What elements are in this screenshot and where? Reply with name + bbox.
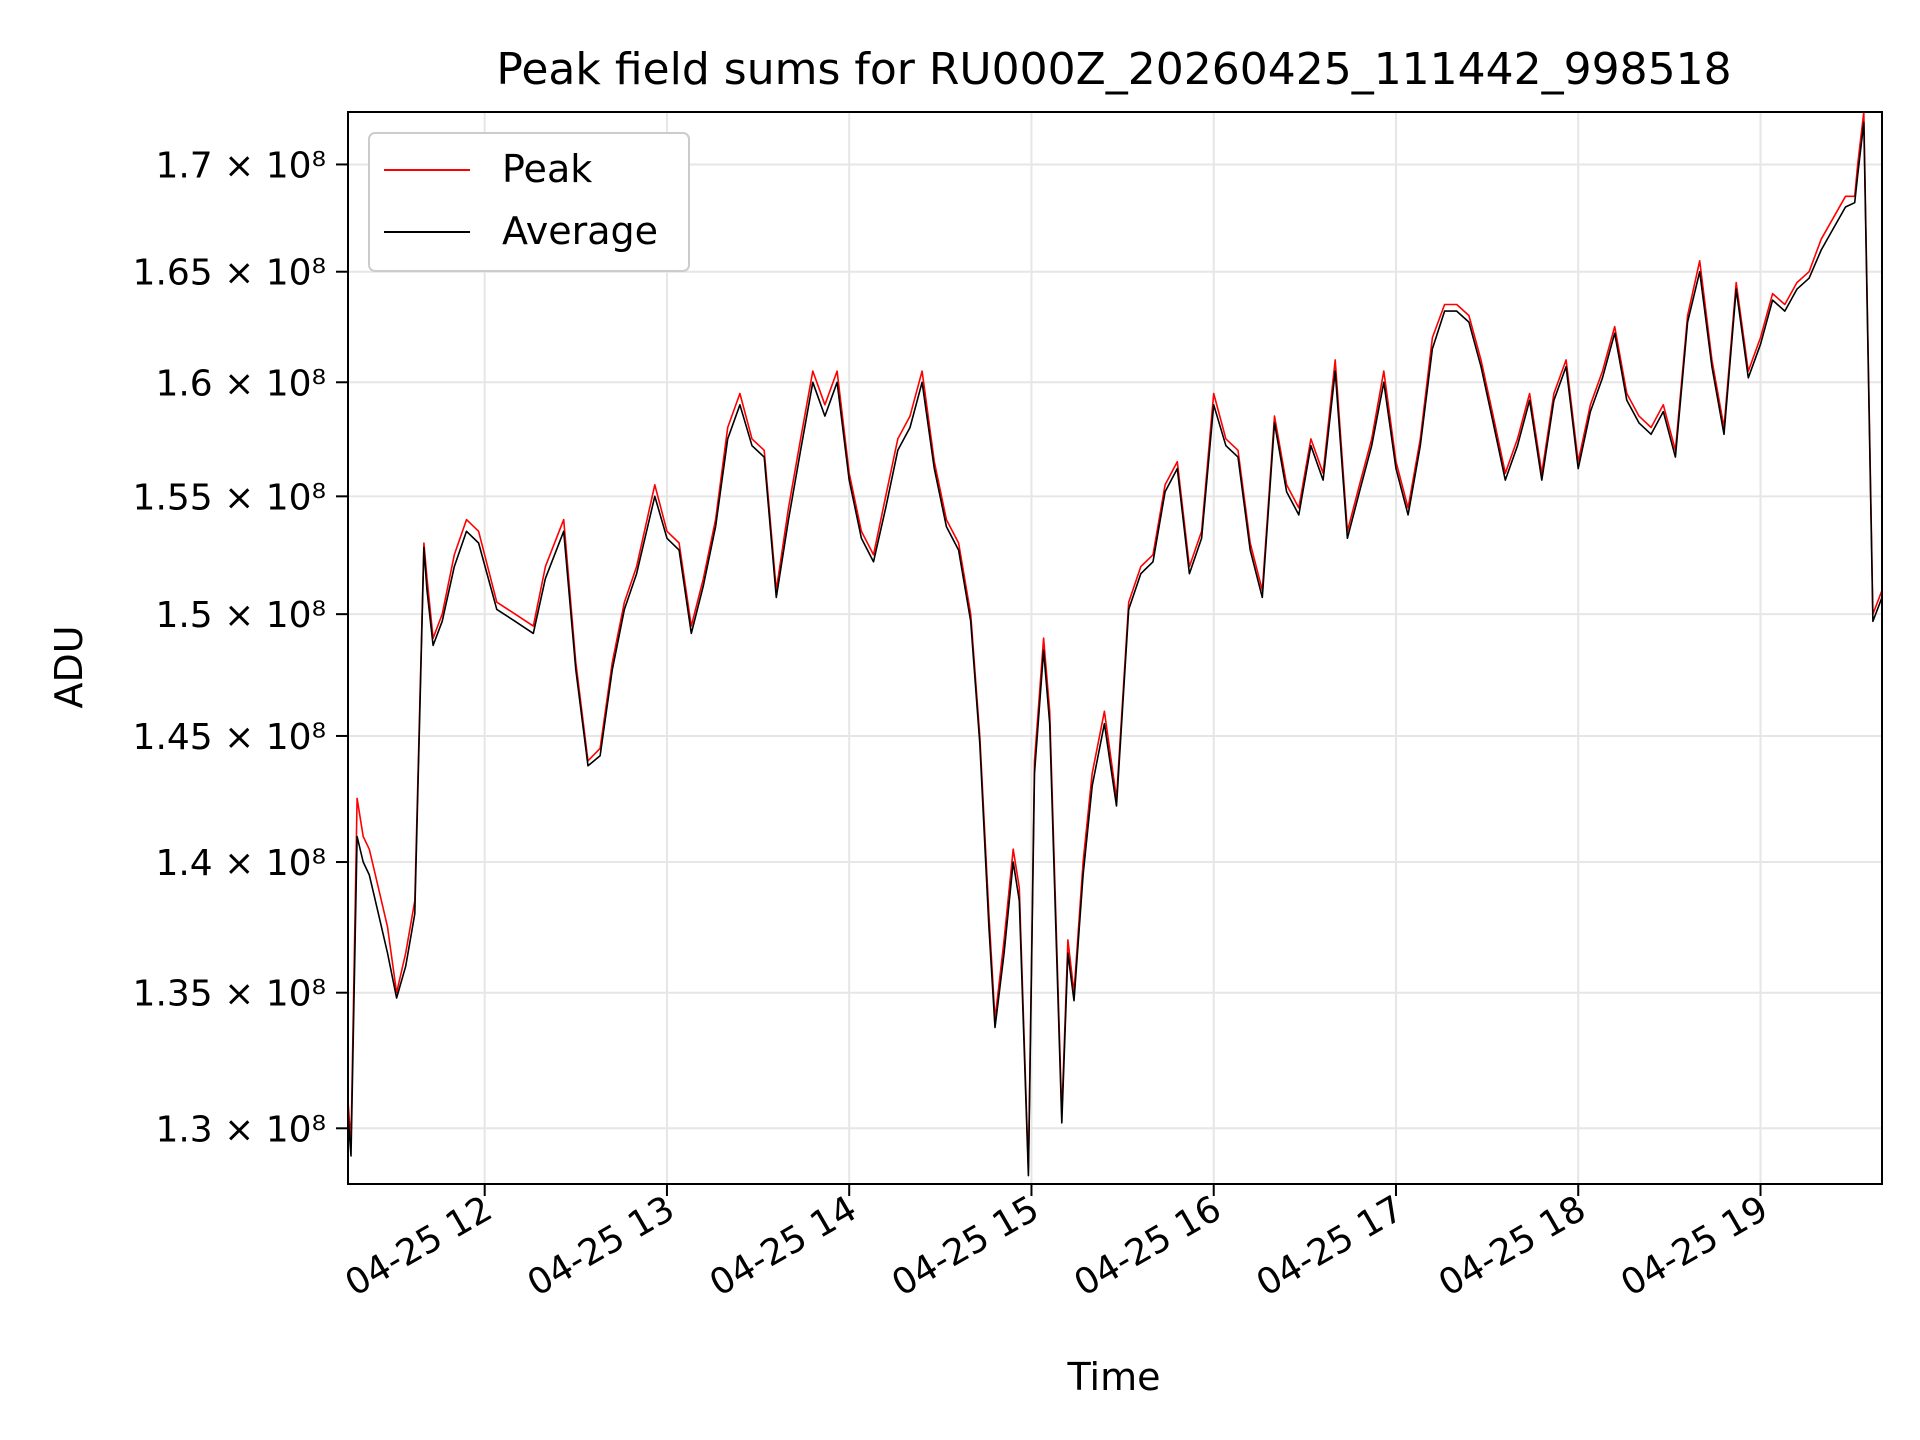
y-axis-ticks: 1.3 × 10⁸ 1.35 × 10⁸ 1.4 × 10⁸ 1.45 × 10⁸ 1.… [133,145,348,1150]
legend-box [368,132,690,272]
y-tick-label: 1.35 × 10⁸ [133,974,326,1015]
y-axis-label: ADU [47,625,91,708]
chart-title: Peak field sums for RU000Z_20260425_1114… [496,44,1731,95]
y-tick-label: 1.7 × 10⁸ [155,145,326,186]
legend-label-average: Average [502,209,658,253]
series-line-average [347,121,1883,1177]
y-tick-label: 1.45 × 10⁸ [133,717,326,758]
legend: Peak Average [368,132,690,272]
y-tick-label: 1.3 × 10⁸ [155,1109,326,1150]
x-axis-label: Time [1067,1355,1161,1399]
y-tick-label: 1.6 × 10⁸ [155,363,326,404]
legend-label-peak: Peak [502,147,592,191]
y-tick-label: 1.65 × 10⁸ [133,253,326,294]
y-tick-label: 1.5 × 10⁸ [155,595,326,636]
plot-frame [347,111,1883,1185]
grid [348,112,1882,1184]
series-lines [347,111,1883,1177]
y-tick-label: 1.4 × 10⁸ [155,843,326,884]
y-tick-label: 1.55 × 10⁸ [133,477,326,518]
